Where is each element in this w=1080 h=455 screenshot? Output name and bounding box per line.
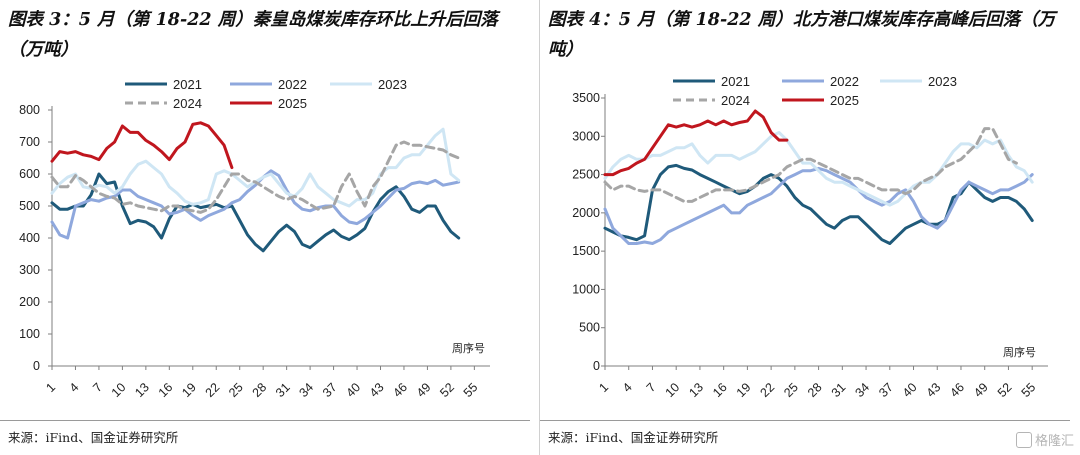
series-line-2024 <box>603 127 1018 203</box>
y-tick-label: 2500 <box>572 168 600 182</box>
y-tick-label: 300 <box>19 263 40 277</box>
series-line-2023 <box>50 127 461 208</box>
series-line-2023 <box>603 131 1034 207</box>
panel-divider <box>539 0 540 455</box>
x-tick-label: 34 <box>296 380 316 400</box>
y-tick-label: 3500 <box>572 91 600 105</box>
x-axis-note: 周序号 <box>452 341 485 355</box>
x-tick-label: 25 <box>226 380 246 400</box>
line-chart: 0 100 200 300 400 500 600 700 800 1 4 7 10 13 16 19 22 25… <box>19 77 490 400</box>
x-tick-label: 1 <box>43 380 58 395</box>
series-line-2021 <box>50 172 461 253</box>
series-line-2025 <box>603 109 789 177</box>
legend-label: 2025 <box>830 93 859 108</box>
x-tick-label: 43 <box>924 380 944 400</box>
x-tick-label: 40 <box>343 380 363 400</box>
x-tick-label: 52 <box>995 380 1015 400</box>
legend-label: 2023 <box>928 74 957 89</box>
x-tick-label: 28 <box>250 380 270 400</box>
logo-icon <box>1015 432 1032 448</box>
x-axis-note: 周序号 <box>1003 345 1036 359</box>
watermark-text: 格隆汇 <box>1034 434 1074 449</box>
legend-label: 2023 <box>378 77 407 92</box>
x-tick-label: 19 <box>734 380 754 400</box>
x-tick-label: 43 <box>367 380 387 400</box>
x-tick-label: 10 <box>663 380 683 400</box>
footer-divider <box>540 420 1070 421</box>
x-tick-label: 37 <box>876 380 896 400</box>
x-tick-label: 40 <box>900 380 920 400</box>
x-tick-label: 7 <box>644 380 659 395</box>
x-tick-label: 4 <box>620 380 635 395</box>
x-tick-label: 16 <box>156 380 176 400</box>
y-tick-label: 1000 <box>572 282 600 296</box>
x-tick-label: 31 <box>829 380 849 400</box>
y-tick-label: 500 <box>579 321 600 335</box>
y-tick-label: 2000 <box>572 206 600 220</box>
x-tick-label: 4 <box>67 380 82 395</box>
source-note: 来源：iFind、国金证券研究所 <box>548 430 719 445</box>
footer-divider <box>0 420 530 421</box>
x-tick-label: 22 <box>203 380 223 400</box>
y-tick-label: 1500 <box>572 244 600 258</box>
x-tick-label: 55 <box>1019 380 1039 400</box>
x-tick-label: 28 <box>805 380 825 400</box>
x-tick-label: 19 <box>179 380 199 400</box>
y-tick-label: 3000 <box>572 129 600 143</box>
x-tick-label: 49 <box>414 380 434 400</box>
legend-label: 2021 <box>173 77 202 92</box>
y-tick-label: 500 <box>19 199 40 213</box>
x-tick-label: 49 <box>971 380 991 400</box>
x-tick-label: 7 <box>90 380 105 395</box>
y-tick-label: 200 <box>19 295 40 309</box>
legend-label: 2022 <box>278 77 307 92</box>
y-tick-label: 400 <box>19 231 40 245</box>
y-tick-label: 0 <box>593 359 600 373</box>
series-line-2022 <box>50 169 461 240</box>
legend-label: 2022 <box>830 74 859 89</box>
y-tick-label: 800 <box>19 103 40 117</box>
x-tick-label: 25 <box>781 380 801 400</box>
y-tick-label: 100 <box>19 327 40 341</box>
x-tick-label: 46 <box>390 380 410 400</box>
y-tick-label: 0 <box>33 359 40 373</box>
legend-label: 2024 <box>173 96 202 111</box>
source-note: 来源：iFind、国金证券研究所 <box>8 430 179 445</box>
x-tick-label: 46 <box>947 380 967 400</box>
x-tick-label: 31 <box>273 380 293 400</box>
x-tick-label: 55 <box>461 380 481 400</box>
series-line-2021 <box>603 163 1034 245</box>
x-tick-label: 34 <box>852 380 872 400</box>
x-tick-label: 37 <box>320 380 340 400</box>
y-tick-label: 700 <box>19 135 40 149</box>
x-tick-label: 1 <box>596 380 611 395</box>
series-line-2024 <box>50 140 461 214</box>
x-tick-label: 13 <box>132 380 152 400</box>
x-tick-label: 10 <box>109 380 129 400</box>
x-tick-label: 13 <box>686 380 706 400</box>
series-line-2022 <box>603 166 1034 245</box>
y-tick-label: 600 <box>19 167 40 181</box>
watermark: 格隆汇 <box>1015 430 1074 449</box>
chart-title: 图表 4：5 月（第 18-22 周）北方港口煤炭库存高峰后回落（万吨） <box>548 10 1056 60</box>
legend-label: 2024 <box>721 93 750 108</box>
series-line-2025 <box>50 121 234 170</box>
x-tick-label: 52 <box>437 380 457 400</box>
x-tick-label: 16 <box>710 380 730 400</box>
chart-title: 图表 3：5 月（第 18-22 周）秦皇岛煤炭库存环比上升后回落（万吨） <box>8 10 498 60</box>
x-tick-label: 22 <box>758 380 778 400</box>
legend-label: 2025 <box>278 96 307 111</box>
chart-panel-right: 图表 4：5 月（第 18-22 周）北方港口煤炭库存高峰后回落（万吨） 0 50… <box>540 0 1080 455</box>
legend-label: 2021 <box>721 74 750 89</box>
